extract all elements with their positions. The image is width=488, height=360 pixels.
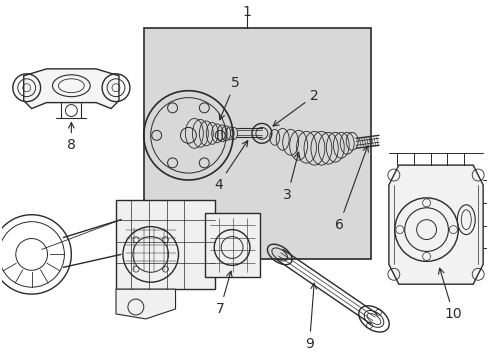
Text: 7: 7 — [215, 271, 232, 316]
Text: 8: 8 — [67, 122, 76, 152]
Text: 6: 6 — [334, 146, 367, 231]
Text: 3: 3 — [283, 152, 299, 202]
Polygon shape — [24, 69, 119, 109]
Bar — [116, 200, 215, 289]
Text: 5: 5 — [219, 76, 239, 120]
Text: 1: 1 — [242, 5, 251, 19]
Text: 4: 4 — [213, 141, 247, 192]
Text: 10: 10 — [438, 268, 461, 321]
Text: 2: 2 — [272, 89, 318, 126]
Bar — [205, 213, 259, 277]
Polygon shape — [116, 289, 175, 319]
Text: 9: 9 — [305, 283, 316, 351]
Bar — [143, 28, 370, 260]
Polygon shape — [388, 165, 482, 284]
